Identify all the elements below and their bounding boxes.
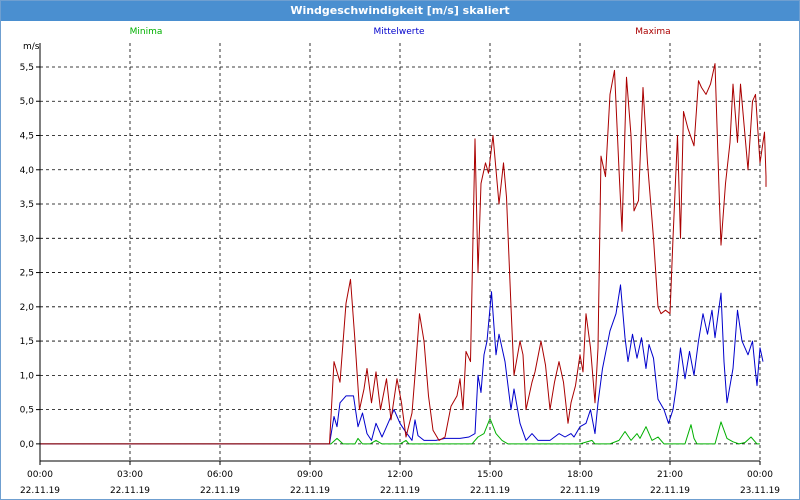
x-tick-time-label: 00:00 xyxy=(747,470,773,480)
x-tick-time-label: 03:00 xyxy=(117,470,143,480)
y-tick-label: 0,5 xyxy=(20,406,34,416)
x-tick-date-label: 22.11.19 xyxy=(380,486,420,496)
y-tick-label: 5,5 xyxy=(20,63,34,73)
x-tick-date-label: 22.11.19 xyxy=(110,486,150,496)
x-tick-time-label: 15:00 xyxy=(477,470,503,480)
grid xyxy=(39,43,761,461)
plot-area xyxy=(40,43,760,460)
x-tick-time-label: 12:00 xyxy=(387,470,413,480)
x-tick-time-label: 00:00 xyxy=(27,470,53,480)
x-tick-date-label: 22.11.19 xyxy=(200,486,240,496)
y-tick-label: 3,0 xyxy=(20,234,35,244)
y-tick-label: 4,0 xyxy=(20,166,35,176)
y-tick-label: 3,5 xyxy=(20,200,34,210)
legend-maxima: Maxima xyxy=(635,27,670,37)
x-tick-time-label: 09:00 xyxy=(297,470,323,480)
x-tick-date-label: 22.11.19 xyxy=(20,486,60,496)
y-tick-label: 5,0 xyxy=(20,97,35,107)
chart-title: Windgeschwindigkeit [m/s] skaliert xyxy=(1,1,799,21)
series-line-minima xyxy=(40,418,760,445)
x-tick-date-label: 23.11.19 xyxy=(740,486,780,496)
y-tick-label: 2,5 xyxy=(20,269,34,279)
wind-speed-chart: 0,0 0,5 1,0 1,5 2,0 2,5 3,0 3,5 4,0 4,5 5,0 5,5 00:0… xyxy=(20,27,781,496)
x-tick-date-label: 22.11.19 xyxy=(650,486,690,496)
x-tick-time-label: 18:00 xyxy=(567,470,593,480)
ticks: 0,0 0,5 1,0 1,5 2,0 2,5 3,0 3,5 4,0 4,5 5,0 5,5 00:0… xyxy=(20,63,781,496)
x-tick-date-label: 22.11.19 xyxy=(470,486,510,496)
y-axis-label: m/s xyxy=(23,42,40,52)
x-tick-time-label: 06:00 xyxy=(207,470,233,480)
y-tick-label: 1,5 xyxy=(20,337,34,347)
y-tick-label: 1,0 xyxy=(20,371,35,381)
x-tick-date-label: 22.11.19 xyxy=(560,486,600,496)
legend: Minima Mittelwerte Maxima xyxy=(130,27,671,37)
x-tick-time-label: 21:00 xyxy=(657,470,683,480)
series-line-maxima xyxy=(40,63,767,445)
series-line-mittelwerte xyxy=(40,284,764,445)
series-layer xyxy=(40,63,767,445)
legend-minima: Minima xyxy=(130,27,163,37)
y-tick-label: 2,0 xyxy=(20,303,35,313)
y-tick-label: 4,5 xyxy=(20,132,34,142)
x-tick-date-label: 22.11.19 xyxy=(290,486,330,496)
legend-mittelwerte: Mittelwerte xyxy=(373,27,424,37)
y-tick-label: 0,0 xyxy=(20,440,35,450)
